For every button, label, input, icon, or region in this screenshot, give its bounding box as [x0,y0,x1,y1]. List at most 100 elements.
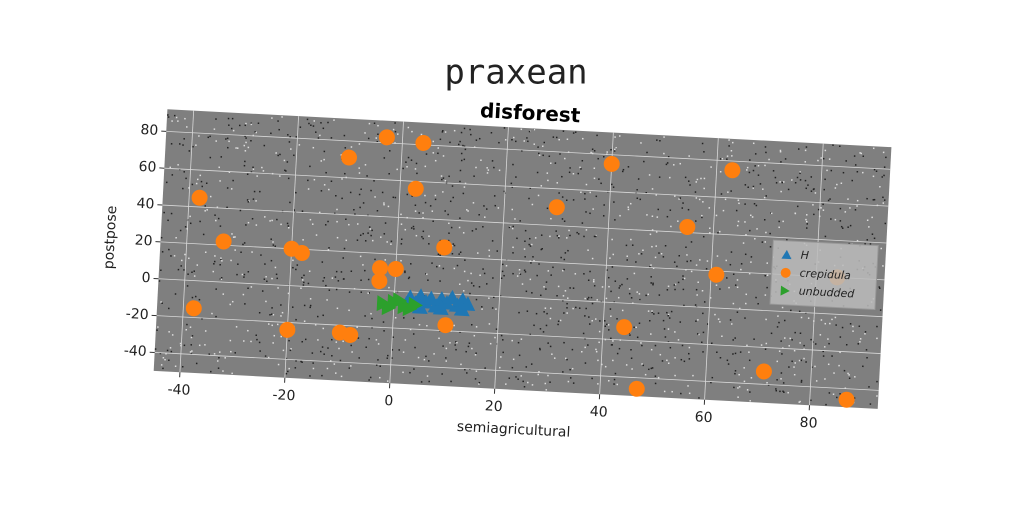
noise [880,247,883,250]
noise [493,195,496,197]
noise [825,403,827,406]
noise [744,221,746,223]
noise [518,354,521,357]
noise [633,326,635,329]
noise [629,202,632,205]
noise [765,342,768,345]
legend-marker [781,249,792,260]
noise [715,214,718,217]
noise [386,380,389,382]
noise [787,391,789,394]
point [402,300,418,317]
noise [593,167,596,170]
noise [342,257,345,259]
noise [440,175,443,177]
noise [334,276,337,278]
noise [452,243,455,245]
noise [520,128,523,131]
noise [558,235,560,237]
noise [459,180,461,183]
noise [852,325,854,328]
noise [434,194,437,197]
noise [481,306,483,308]
noise [626,278,629,280]
noise [350,344,352,347]
noise [481,308,483,310]
noise [630,357,633,360]
noise [191,350,193,352]
noise [638,292,641,295]
noise [844,211,847,213]
noise [287,226,290,229]
noise [671,390,673,393]
legend [769,239,879,311]
noise [460,131,463,134]
noise [565,199,568,202]
noise [441,178,443,181]
noise [797,148,800,150]
noise [245,141,247,144]
noise [881,176,884,178]
noise [600,182,602,185]
noise [541,145,544,148]
noise [388,150,391,152]
noise [453,129,456,132]
noise [728,139,730,141]
noise [839,220,842,222]
noise [348,367,351,369]
noise [525,366,528,368]
noise [160,269,162,272]
noise [424,194,426,197]
noise [428,235,430,237]
noise [543,141,546,144]
noise [244,150,247,152]
noise [667,156,670,158]
noise [441,373,443,375]
noise [687,385,689,387]
noise [426,375,429,377]
noise [396,133,399,135]
noise [465,208,468,211]
noise [597,359,599,362]
noise [501,263,504,266]
noise [772,170,775,172]
noise [421,236,423,238]
noise [252,198,255,200]
noise [728,145,730,147]
noise [429,205,432,207]
noise [647,293,650,296]
noise [614,280,617,282]
noise [579,166,581,169]
noise [679,321,682,323]
point [293,245,310,262]
noise [344,147,347,149]
noise [464,259,466,262]
noise [396,168,398,171]
noise [842,171,845,174]
noise [742,242,745,244]
noise [462,290,465,292]
noise [780,161,782,163]
noise [231,372,233,375]
noise [327,347,329,349]
noise [766,286,768,289]
noise [613,383,615,385]
noise [213,128,216,130]
noise [475,298,478,301]
noise [170,350,173,353]
noise [174,365,177,368]
noise [335,288,338,291]
noise [588,323,591,325]
noise [488,255,491,257]
noise [847,226,849,228]
noise [583,235,585,238]
noise [459,140,461,143]
noise [799,171,801,173]
noise [313,178,316,181]
noise [215,219,217,222]
noise [450,380,452,383]
noise [831,318,833,321]
noise [679,162,682,165]
noise [182,187,184,190]
noise [364,315,366,317]
